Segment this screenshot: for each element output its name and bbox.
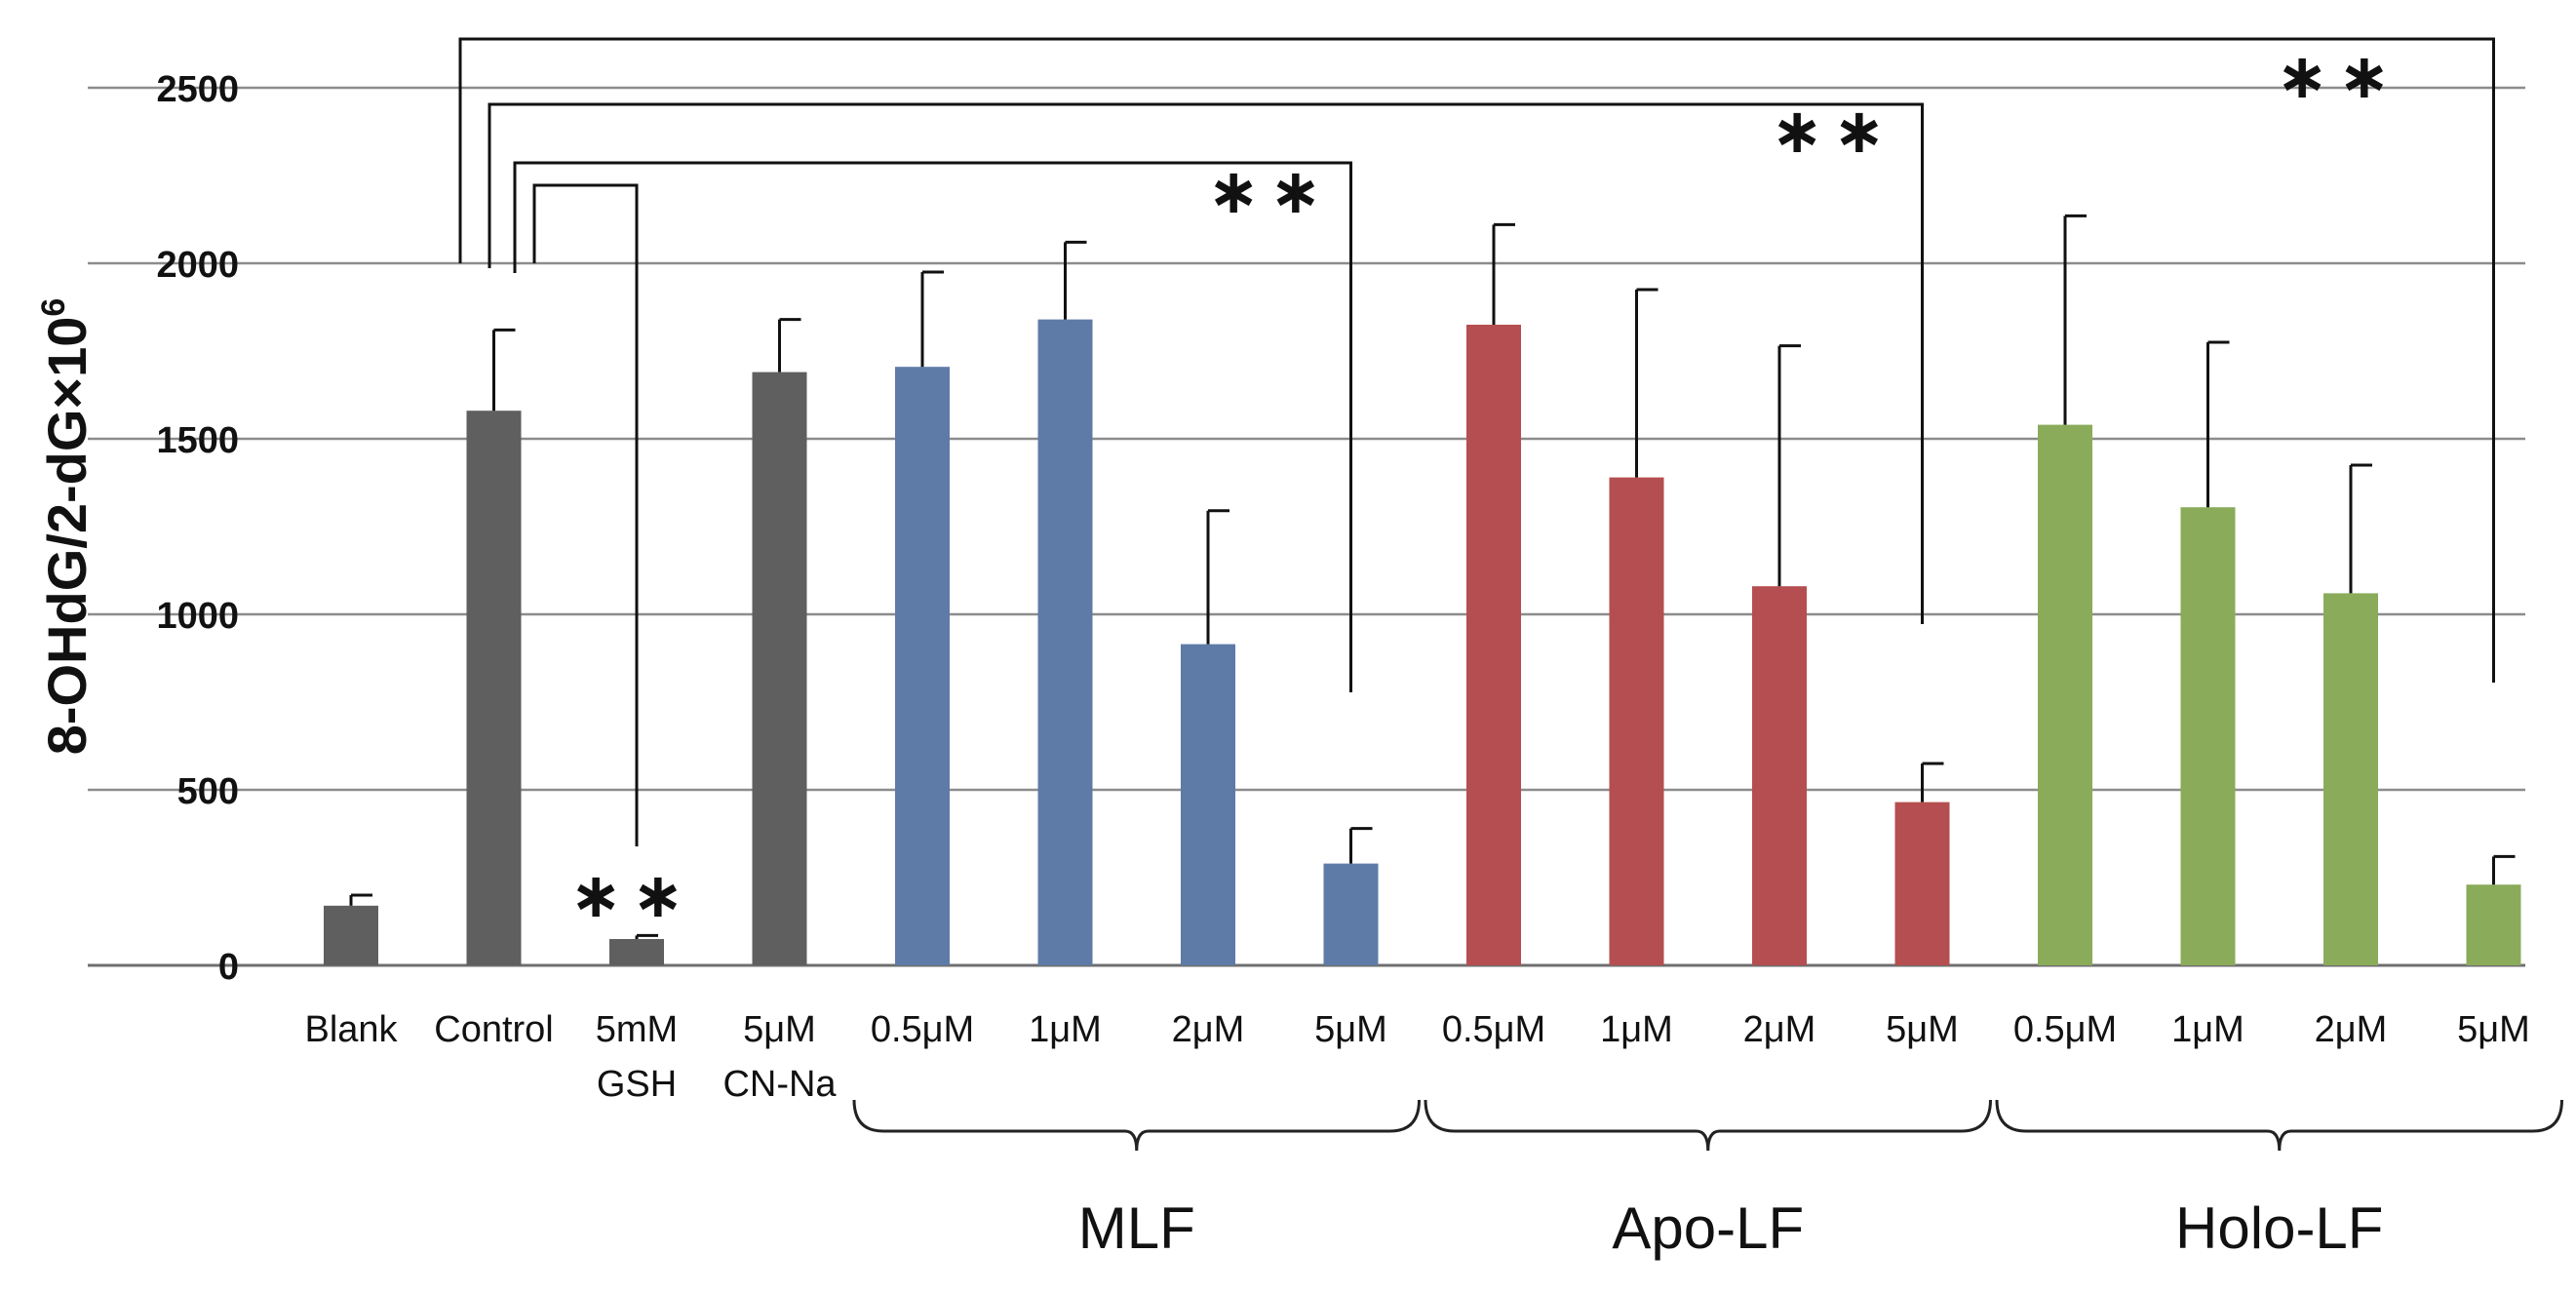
bar bbox=[2466, 884, 2521, 965]
significance-bracket bbox=[532, 183, 639, 846]
significance-brackets: ∗∗ ∗∗ ∗∗ ∗∗ bbox=[458, 37, 2495, 930]
y-axis-ticks: 0 500 1000 1500 2000 2500 bbox=[156, 69, 239, 988]
y-tick-label: 1000 bbox=[156, 596, 239, 637]
y-tick-label: 0 bbox=[218, 947, 239, 988]
x-tick-label: 0.5μM bbox=[871, 1009, 974, 1050]
significance-bracket bbox=[488, 102, 1924, 624]
y-tick-label: 500 bbox=[177, 771, 239, 812]
x-tick-label: 1μM bbox=[1600, 1009, 1673, 1050]
x-tick-label: Control bbox=[434, 1009, 554, 1050]
x-tick-label: 0.5μM bbox=[2013, 1009, 2117, 1050]
x-axis-labels: Blank Control 5mM GSH 5μM CN-Na 0.5μM 1μM 2μM 5μM… bbox=[304, 1009, 2529, 1105]
bar bbox=[1894, 802, 1950, 965]
bar bbox=[1037, 319, 1093, 966]
x-tick-label: 1μM bbox=[2171, 1009, 2244, 1050]
significance-marker: ∗∗ bbox=[2276, 41, 2400, 111]
group-bracket bbox=[1424, 1099, 1992, 1152]
x-tick-label: 5μM bbox=[1314, 1009, 1387, 1050]
bar bbox=[1752, 586, 1807, 965]
bar bbox=[1466, 325, 1521, 965]
x-tick-label: 0.5μM bbox=[1442, 1009, 1545, 1050]
bar bbox=[2180, 507, 2236, 965]
x-tick-label: 2μM bbox=[2315, 1009, 2388, 1050]
significance-marker: ∗∗ bbox=[569, 860, 693, 930]
group-bracket bbox=[852, 1099, 1421, 1152]
bar bbox=[1323, 863, 1379, 965]
bar bbox=[1181, 644, 1235, 965]
x-tick-label: 5mM bbox=[596, 1009, 678, 1050]
significance-marker: ∗∗ bbox=[1207, 156, 1331, 226]
y-axis-label: 8-OHdG/2-dG×106 bbox=[35, 298, 98, 756]
significance-bracket bbox=[458, 37, 2495, 683]
group-label: MLF bbox=[1078, 1195, 1195, 1261]
x-tick-label: 5μM bbox=[743, 1009, 816, 1050]
x-tick-label: Blank bbox=[304, 1009, 398, 1050]
y-axis-title: 8-OHdG/2-dG×106 bbox=[35, 298, 98, 756]
bars bbox=[324, 214, 2521, 966]
x-tick-sublabel: GSH bbox=[597, 1064, 677, 1105]
x-tick-sublabel: CN-Na bbox=[722, 1064, 837, 1105]
x-tick-label: 5μM bbox=[1886, 1009, 1959, 1050]
significance-marker: ∗∗ bbox=[1771, 96, 1894, 166]
bar bbox=[895, 367, 950, 965]
x-tick-label: 2μM bbox=[1172, 1009, 1245, 1050]
bar bbox=[609, 939, 664, 965]
x-tick-label: 2μM bbox=[1743, 1009, 1816, 1050]
group-label: Holo-LF bbox=[2175, 1195, 2383, 1261]
y-axis-title-superscript: 6 bbox=[35, 298, 72, 317]
bar bbox=[324, 905, 378, 965]
y-tick-label: 2000 bbox=[156, 245, 239, 286]
y-tick-label: 1500 bbox=[156, 420, 239, 461]
group-bracket bbox=[1995, 1099, 2563, 1152]
group-label: Apo-LF bbox=[1612, 1195, 1804, 1261]
y-tick-label: 2500 bbox=[156, 69, 239, 110]
x-tick-label: 1μM bbox=[1029, 1009, 1102, 1050]
group-brackets: MLF Apo-LF Holo-LF bbox=[852, 1099, 2563, 1261]
bar bbox=[466, 411, 522, 965]
bar bbox=[1609, 477, 1664, 965]
bar bbox=[752, 372, 807, 966]
significance-bracket bbox=[513, 161, 1352, 692]
x-tick-label: 5μM bbox=[2457, 1009, 2530, 1050]
bar bbox=[2038, 424, 2092, 966]
bar bbox=[2323, 593, 2378, 965]
